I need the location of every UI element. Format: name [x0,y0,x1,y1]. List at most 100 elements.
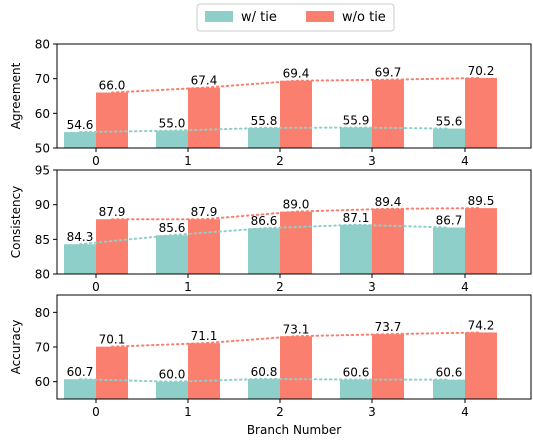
legend-swatch-with-tie [205,11,233,22]
x-tick-label: 2 [276,280,284,294]
x-tick-label: 1 [184,154,192,168]
legend: w/ tie w/o tie [196,3,395,32]
value-label-without-tie-4: 74.2 [468,318,495,332]
value-label-with-tie-4: 86.7 [436,214,463,228]
value-label-without-tie-1: 67.4 [191,74,218,88]
bar-with-tie-0 [64,132,96,148]
value-label-with-tie-0: 60.7 [67,365,94,379]
bar-without-tie-0 [96,92,128,148]
y-tick-label: 85 [35,233,50,247]
bar-without-tie-4 [465,332,497,399]
bar-without-tie-2 [280,80,312,148]
value-label-with-tie-0: 84.3 [67,230,94,244]
value-label-without-tie-2: 73.1 [283,322,310,336]
bar-with-tie-1 [156,381,188,399]
value-label-without-tie-1: 87.9 [191,205,218,219]
y-axis-label: Consistency [9,186,23,259]
value-label-without-tie-4: 70.2 [468,64,495,78]
y-axis-label: Agreement [9,62,23,129]
trend-line-without-tie [111,207,482,221]
axes-frame [56,169,532,275]
bar-with-tie-1 [156,130,188,148]
value-label-without-tie-3: 73.7 [375,320,402,334]
legend-label-without-tie: w/o tie [342,10,386,25]
bar-with-tie-4 [433,379,465,399]
y-tick-label: 80 [35,306,50,320]
value-label-with-tie-2: 86.6 [251,214,278,228]
axes-frame [56,43,532,149]
legend-frame [196,3,395,32]
bar-without-tie-0 [96,346,128,399]
value-label-without-tie-0: 66.0 [99,79,126,93]
bar-without-tie-1 [188,87,220,148]
x-tick-label: 1 [184,405,192,419]
trend-line-without-tie [111,331,482,348]
x-axis-label: Branch Number [247,423,341,437]
bar-without-tie-2 [280,211,312,274]
y-tick-label: 60 [35,107,50,121]
value-label-without-tie-0: 87.9 [99,205,126,219]
value-label-with-tie-1: 85.6 [159,221,186,235]
value-label-with-tie-3: 87.1 [343,211,370,225]
bar-without-tie-4 [465,77,497,148]
trend-line-with-tie [79,377,450,383]
y-tick-label: 80 [35,268,50,282]
value-label-without-tie-0: 70.1 [99,333,126,347]
bar-with-tie-4 [433,227,465,274]
value-label-without-tie-3: 69.7 [375,66,402,80]
y-tick-label: 70 [35,72,50,86]
value-label-without-tie-4: 89.5 [468,194,495,208]
y-axis-label: Accuracy [9,320,23,375]
y-tick-label: 70 [35,341,50,355]
y-tick-label: 50 [35,142,50,156]
y-tick-label: 90 [35,198,50,212]
trend-line-without-tie [111,76,482,94]
value-label-without-tie-1: 71.1 [191,329,218,343]
bar-without-tie-1 [188,219,220,274]
value-label-with-tie-2: 55.8 [251,114,278,128]
x-tick-label: 0 [92,154,100,168]
bar-without-tie-3 [372,334,404,399]
trend-line-with-tie [79,126,450,134]
legend-label-with-tie: w/ tie [241,10,277,25]
value-label-without-tie-2: 69.4 [283,67,310,81]
value-label-with-tie-3: 55.9 [343,114,370,128]
panel-consistency: 84.3 87.9 85.6 87.9 86.6 89.0 87.1 89.4 86.7 89.5… [9,164,532,294]
x-tick-label: 3 [368,154,376,168]
x-tick-label: 4 [461,280,469,294]
value-label-with-tie-3: 60.6 [343,366,370,380]
value-label-without-tie-3: 89.4 [375,195,402,209]
bar-without-tie-4 [465,208,497,274]
bar-without-tie-1 [188,343,220,399]
value-label-with-tie-2: 60.8 [251,365,278,379]
y-tick-label: 60 [35,375,50,389]
bar-with-tie-0 [64,379,96,399]
x-tick-label: 2 [276,154,284,168]
value-label-with-tie-4: 60.6 [436,366,463,380]
bar-with-tie-3 [340,224,372,274]
value-label-without-tie-2: 89.0 [283,198,310,212]
bar-with-tie-4 [433,128,465,148]
x-tick-label: 4 [461,405,469,419]
x-tick-label: 3 [368,405,376,419]
x-tick-label: 0 [92,280,100,294]
value-label-with-tie-0: 54.6 [67,118,94,132]
bar-with-tie-3 [340,379,372,399]
bar-without-tie-0 [96,219,128,274]
bar-with-tie-3 [340,127,372,148]
x-tick-label: 0 [92,405,100,419]
y-tick-label: 80 [35,38,50,52]
y-tick-label: 95 [35,164,50,178]
bar-with-tie-2 [248,228,280,274]
x-tick-label: 3 [368,280,376,294]
value-label-with-tie-4: 55.6 [436,115,463,129]
legend-swatch-without-tie [306,11,334,22]
bar-with-tie-0 [64,244,96,274]
x-tick-label: 2 [276,405,284,419]
x-tick-label: 4 [461,154,469,168]
bar-with-tie-2 [248,378,280,399]
bar-with-tie-1 [156,235,188,274]
bar-without-tie-2 [280,336,312,399]
